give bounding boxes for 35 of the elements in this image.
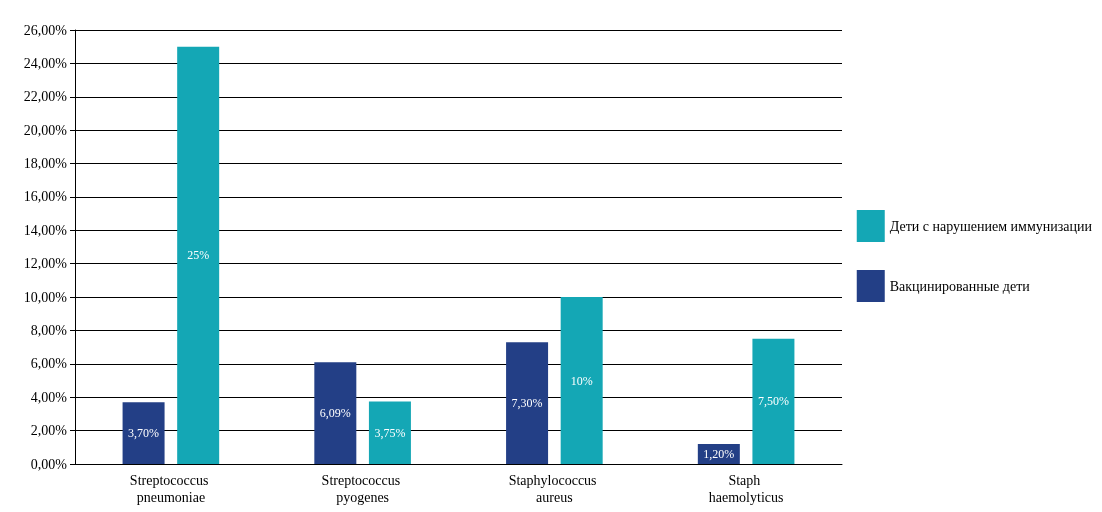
y-tick-label: 6,00% — [30, 356, 68, 372]
legend-label: Дети с нарушением иммунизации — [889, 218, 1093, 234]
y-tick-label: 20,00% — [23, 122, 68, 138]
x-tick-label: Streptococcus pyogenes — [321, 473, 404, 505]
y-tick-label: 2,00% — [30, 423, 68, 439]
data-label: 7,30% — [511, 396, 543, 411]
x-tick-label: Staph haemolyticus — [708, 473, 784, 505]
y-tick-label: 16,00% — [23, 189, 68, 205]
data-label: 1,20% — [703, 446, 735, 461]
data-label: 10% — [570, 373, 593, 388]
y-tick-label: 4,00% — [30, 389, 68, 405]
data-label: 6,09% — [319, 406, 351, 421]
data-label: 7,50% — [757, 394, 789, 409]
data-label: 25% — [187, 248, 210, 263]
bar — [752, 338, 795, 464]
y-tick-label: 8,00% — [30, 322, 68, 338]
y-tick-label: 12,00% — [23, 256, 68, 272]
bar — [177, 46, 220, 464]
data-label: 3,70% — [128, 426, 160, 441]
y-tick-label: 24,00% — [23, 55, 68, 71]
bar — [368, 401, 411, 464]
y-tick-label: 22,00% — [23, 89, 68, 105]
y-tick-label: 10,00% — [23, 289, 68, 305]
bar — [122, 402, 165, 464]
y-tick-label: 14,00% — [23, 222, 68, 238]
y-tick-label: 18,00% — [23, 156, 68, 172]
x-tick-label: Streptococcus pneumoniae — [129, 473, 212, 505]
bar — [314, 362, 357, 464]
bar — [560, 297, 603, 464]
y-tick-label: 0,00% — [30, 456, 68, 472]
legend-label: Вакцинированные дети — [889, 278, 1031, 294]
y-tick-label: 26,00% — [23, 22, 68, 38]
x-tick-label: Staphylococcus aureus — [508, 473, 601, 505]
bar — [506, 342, 549, 464]
data-label: 3,75% — [374, 425, 406, 440]
